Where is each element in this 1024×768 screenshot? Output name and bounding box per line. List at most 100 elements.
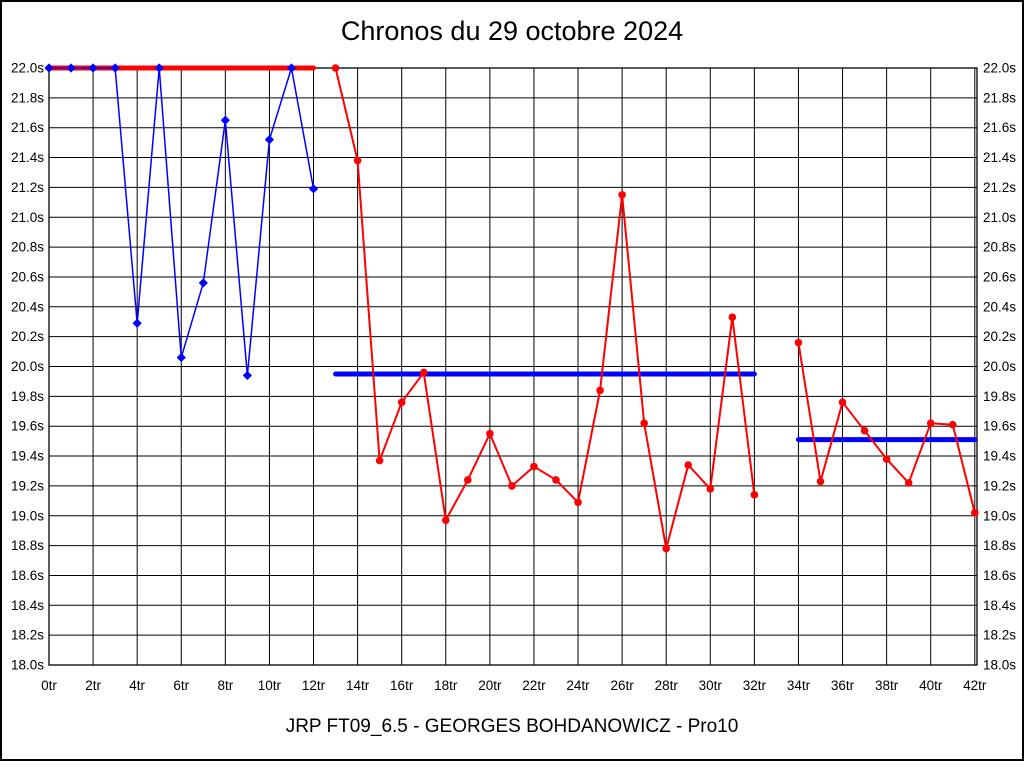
y-tick-label-right: 18.6s bbox=[983, 568, 1016, 583]
x-tick-label: 38tr bbox=[875, 678, 899, 693]
run-3-laps-point bbox=[926, 419, 935, 428]
plot-border bbox=[48, 67, 978, 666]
x-tick-label: 26tr bbox=[610, 678, 634, 693]
y-tick-label-right: 18.0s bbox=[983, 658, 1016, 673]
y-tick-label-left: 21.6s bbox=[11, 120, 44, 135]
x-tick-label: 12tr bbox=[302, 678, 326, 693]
run-1-laps-point bbox=[220, 115, 230, 125]
run-3-laps-point bbox=[838, 398, 847, 407]
y-tick-label-left: 19.4s bbox=[11, 449, 44, 464]
y-tick-label-right: 21.8s bbox=[983, 90, 1016, 105]
x-tick-label: 34tr bbox=[787, 678, 811, 693]
y-tick-label-right: 19.4s bbox=[983, 449, 1016, 464]
run-3-laps-point bbox=[794, 338, 803, 347]
y-tick-label-left: 21.4s bbox=[11, 150, 44, 165]
x-tick-label: 14tr bbox=[346, 678, 370, 693]
x-tick-label: 16tr bbox=[390, 678, 414, 693]
x-tick-label: 18tr bbox=[434, 678, 458, 693]
x-tick-label: 6tr bbox=[173, 678, 189, 693]
run-2-laps-point bbox=[331, 64, 340, 72]
run-2-laps-point bbox=[419, 368, 428, 377]
y-tick-label-right: 20.4s bbox=[983, 299, 1016, 314]
y-tick-label-right: 21.4s bbox=[983, 150, 1016, 165]
x-tick-label: 42tr bbox=[963, 678, 987, 693]
run-1-laps-point bbox=[110, 63, 120, 73]
y-tick-label-left: 20.6s bbox=[11, 269, 44, 284]
run-1-laps-point bbox=[286, 63, 297, 73]
run-2-laps-point bbox=[353, 156, 362, 165]
y-tick-label-right: 19.8s bbox=[983, 389, 1016, 404]
run-1-laps-point bbox=[176, 352, 186, 363]
run-2-laps-point bbox=[397, 398, 406, 407]
y-tick-label-left: 18.6s bbox=[11, 568, 44, 583]
y-tick-label-left: 20.0s bbox=[11, 359, 44, 374]
run-2-laps-point bbox=[618, 191, 626, 199]
run-2-laps-point bbox=[596, 386, 604, 395]
x-tick-label: 4tr bbox=[129, 678, 145, 693]
run-1-laps-point bbox=[154, 63, 164, 73]
y-tick-label-left: 19.0s bbox=[11, 508, 44, 523]
run-2-laps-point bbox=[375, 456, 384, 465]
run-2-laps-point bbox=[706, 485, 715, 493]
y-tick-label-right: 20.6s bbox=[983, 269, 1016, 284]
run-3-laps-point bbox=[860, 426, 869, 435]
run-2-laps-point bbox=[750, 491, 759, 499]
run-2-laps-point bbox=[728, 313, 737, 322]
y-tick-label-right: 21.2s bbox=[983, 180, 1016, 195]
y-tick-label-left: 21.2s bbox=[11, 180, 44, 195]
y-tick-label-left: 18.8s bbox=[11, 538, 44, 553]
run-3-laps-point bbox=[904, 479, 913, 487]
run-1-laps-point bbox=[44, 63, 54, 73]
y-tick-label-left: 20.2s bbox=[11, 329, 44, 344]
y-tick-label-right: 19.2s bbox=[983, 478, 1016, 493]
x-tick-label: 28tr bbox=[655, 678, 679, 693]
y-tick-label-right: 20.0s bbox=[983, 359, 1016, 374]
y-tick-label-right: 18.4s bbox=[983, 598, 1016, 613]
run-2-laps-line bbox=[334, 67, 756, 550]
y-tick-label-right: 21.0s bbox=[983, 210, 1016, 225]
y-tick-label-left: 20.8s bbox=[11, 240, 44, 255]
y-tick-label-left: 21.0s bbox=[11, 210, 44, 225]
y-tick-label-left: 18.2s bbox=[11, 628, 44, 643]
x-tick-label: 32tr bbox=[743, 678, 767, 693]
y-tick-label-left: 18.0s bbox=[11, 658, 44, 673]
run-1-laps-point bbox=[66, 63, 76, 73]
y-tick-label-right: 18.2s bbox=[983, 628, 1016, 643]
x-tick-label: 0tr bbox=[41, 678, 57, 693]
run-1-laps-point bbox=[198, 278, 208, 288]
x-tick-label: 40tr bbox=[919, 678, 943, 693]
run-2-laps-point bbox=[684, 461, 693, 469]
run-3-laps-point bbox=[882, 455, 891, 463]
run-1-laps-point bbox=[264, 135, 275, 145]
x-tick-label: 10tr bbox=[258, 678, 282, 693]
run-2-laps-point bbox=[574, 498, 582, 507]
x-tick-label: 22tr bbox=[522, 678, 546, 693]
y-tick-label-right: 19.0s bbox=[983, 508, 1016, 523]
y-tick-label-left: 19.2s bbox=[11, 478, 44, 493]
y-tick-label-right: 22.0s bbox=[983, 61, 1016, 76]
run-2-laps-point bbox=[640, 419, 648, 428]
x-tick-label: 24tr bbox=[566, 678, 590, 693]
y-tick-label-left: 18.4s bbox=[11, 598, 44, 613]
x-tick-label: 30tr bbox=[699, 678, 723, 693]
y-tick-label-left: 22.0s bbox=[11, 61, 44, 76]
y-tick-label-left: 19.6s bbox=[11, 419, 44, 434]
y-tick-label-right: 18.8s bbox=[983, 538, 1016, 553]
chart-caption: JRP FT09_6.5 - GEORGES BOHDANOWICZ - Pro… bbox=[285, 716, 739, 737]
x-tick-label: 20tr bbox=[478, 678, 502, 693]
run-1-laps-point bbox=[308, 184, 319, 194]
y-tick-label-right: 20.8s bbox=[983, 240, 1016, 255]
run-2-laps-point bbox=[441, 516, 450, 525]
chart-title: Chronos du 29 octobre 2024 bbox=[340, 16, 684, 46]
run-2-laps-point bbox=[662, 544, 670, 553]
run-2-laps-point bbox=[530, 462, 538, 471]
y-tick-label-left: 19.8s bbox=[11, 389, 44, 404]
run-2-laps-point bbox=[508, 482, 516, 490]
x-tick-label: 8tr bbox=[217, 678, 233, 693]
y-tick-label-right: 21.6s bbox=[983, 120, 1016, 135]
run-2-laps-point bbox=[552, 476, 560, 484]
run-1-laps-point bbox=[88, 63, 98, 73]
